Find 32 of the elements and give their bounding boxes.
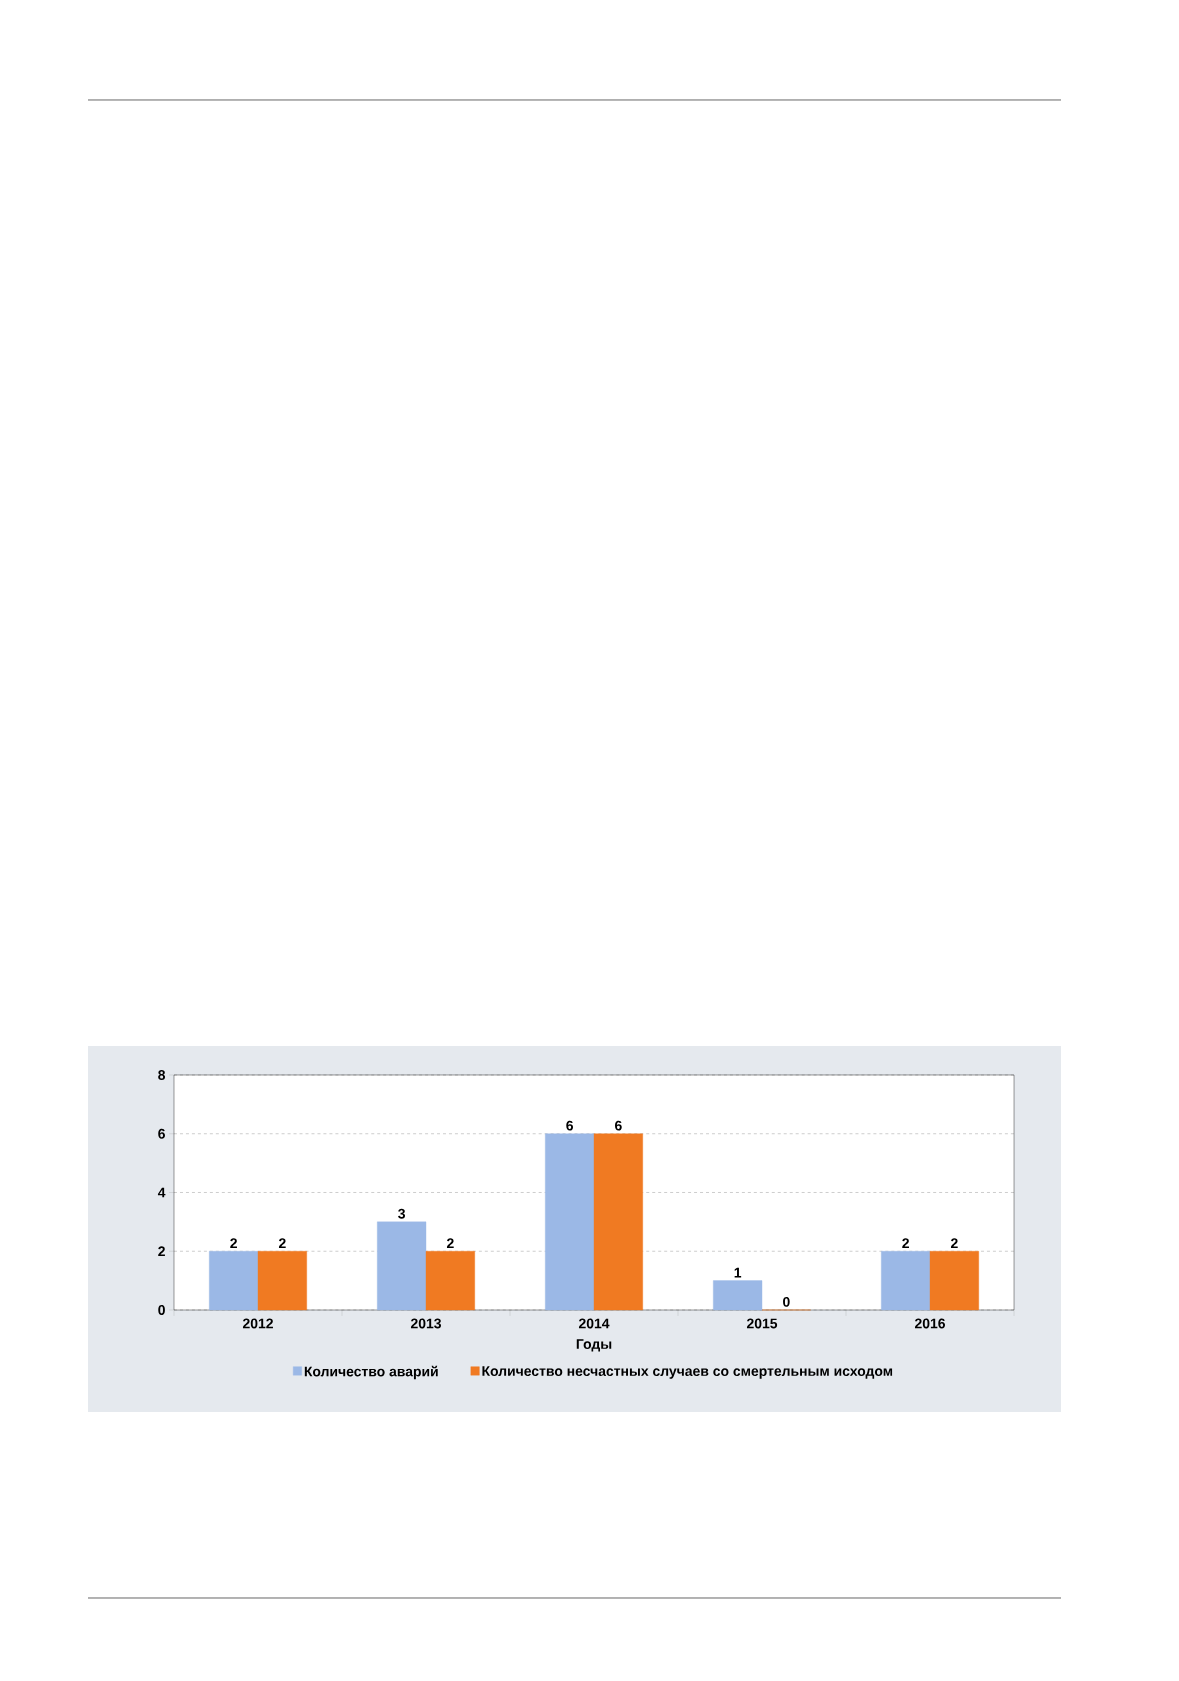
data-label: 2: [230, 1238, 237, 1249]
bar: [209, 1251, 259, 1311]
bar: [257, 1251, 307, 1311]
data-label: 2: [446, 1238, 454, 1249]
y-tick-label: 2: [158, 1246, 165, 1257]
data-label: 3: [398, 1208, 406, 1219]
data-label: 2: [902, 1238, 909, 1249]
bar: [713, 1280, 763, 1311]
x-tick-label: 2016: [914, 1318, 946, 1329]
data-label: 0: [783, 1296, 790, 1307]
legend-label: Количество несчастных случаев со смертельным исходом: [482, 1366, 893, 1379]
x-tick-label: 2013: [410, 1318, 442, 1329]
legend-label: Количество аварий: [304, 1365, 438, 1380]
y-tick-label: 4: [157, 1187, 166, 1198]
y-tick-label: 8: [158, 1070, 166, 1080]
x-axis-title: Годы: [576, 1339, 612, 1352]
data-label: 6: [566, 1120, 574, 1131]
bar: [593, 1133, 643, 1311]
x-tick-label: 2014: [578, 1318, 610, 1329]
x-tick-label: 2015: [746, 1318, 778, 1329]
bar: [881, 1251, 931, 1311]
bar: [545, 1133, 595, 1311]
y-tick-label: 0: [158, 1305, 165, 1315]
data-label: 6: [615, 1120, 622, 1131]
bar: [425, 1251, 475, 1311]
data-label: 1: [734, 1267, 742, 1278]
data-label: 2: [950, 1238, 958, 1249]
y-tick-label: 6: [158, 1128, 165, 1139]
x-tick-label: 2012: [242, 1318, 273, 1329]
bar: [377, 1221, 427, 1311]
bar: [929, 1251, 979, 1311]
data-label: 2: [278, 1238, 286, 1249]
